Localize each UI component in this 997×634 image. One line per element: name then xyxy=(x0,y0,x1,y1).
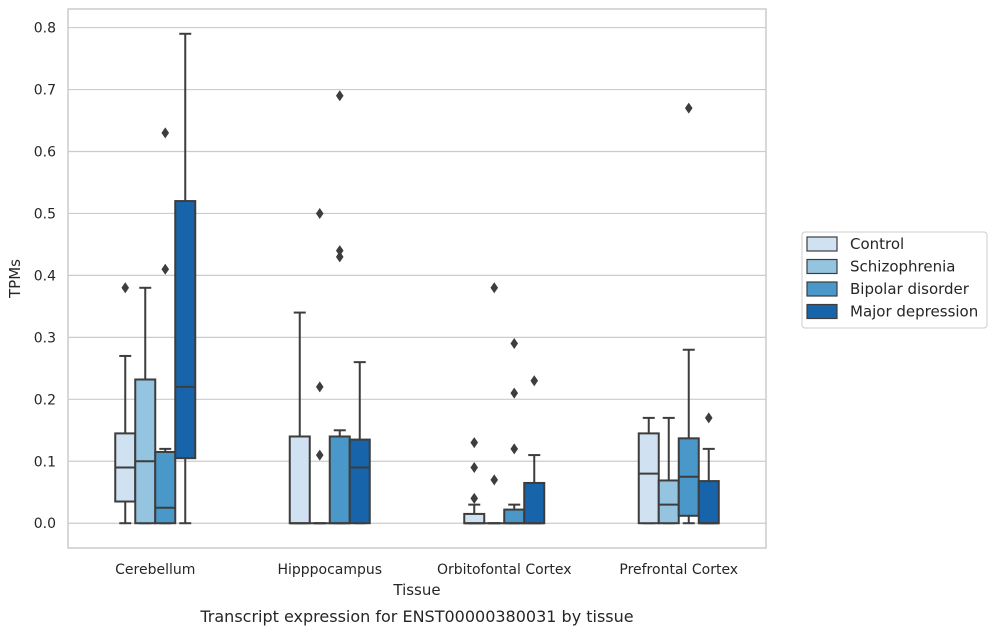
box-body xyxy=(523,481,546,525)
y-tick-label: 0.5 xyxy=(34,206,56,222)
legend-label: Control xyxy=(850,235,904,253)
box-body xyxy=(657,479,680,525)
box-major-depression xyxy=(697,412,720,525)
box-body xyxy=(134,378,157,525)
x-tick-label: Hipppocampus xyxy=(277,562,382,578)
box-schizophrenia xyxy=(657,416,680,525)
legend-label: Schizophrenia xyxy=(850,258,955,276)
outlier-point xyxy=(470,461,479,473)
x-tick-label: Prefrontal Cortex xyxy=(619,562,738,578)
boxes-layer xyxy=(114,32,720,525)
y-axis-title: TPMs xyxy=(6,259,24,299)
box-schizophrenia xyxy=(484,282,505,525)
x-tick-label: Cerebellum xyxy=(115,562,195,578)
y-tick-label: 0.0 xyxy=(34,516,56,532)
outlier-point xyxy=(490,282,499,294)
box-schizophrenia xyxy=(134,286,157,525)
grid-lines xyxy=(68,26,766,524)
box-body xyxy=(697,480,720,525)
plot-frame xyxy=(67,8,767,549)
outlier-point xyxy=(510,338,519,350)
legend-swatch xyxy=(806,258,838,275)
outlier-point xyxy=(121,282,130,294)
outlier-point xyxy=(335,90,344,102)
outlier-point xyxy=(470,437,479,449)
y-tick-label: 0.1 xyxy=(34,454,56,470)
box-schizophrenia xyxy=(309,207,330,525)
box-body xyxy=(174,200,197,460)
x-tick-labels: Cerebellum Hipppocampus Orbitofontal Corte… xyxy=(115,562,738,578)
y-tick-label: 0.2 xyxy=(34,392,56,408)
box-control xyxy=(288,311,311,525)
box-bipolar-disorder xyxy=(154,127,177,525)
y-tick-label: 0.3 xyxy=(34,330,56,346)
outlier-point xyxy=(335,251,344,263)
legend-swatch xyxy=(806,281,838,297)
outlier-point xyxy=(470,492,479,504)
outlier-point xyxy=(161,263,170,275)
box-bipolar-disorder xyxy=(328,90,351,525)
box-bipolar-disorder xyxy=(503,338,526,525)
outlier-point xyxy=(530,375,539,387)
x-axis-title: Tissue xyxy=(392,581,440,599)
outlier-point xyxy=(315,381,324,393)
box-body xyxy=(154,450,177,525)
x-tick-label: Orbitofontal Cortex xyxy=(437,562,572,578)
box-body xyxy=(328,435,351,525)
box-control xyxy=(637,416,660,525)
box-major-depression xyxy=(174,32,197,525)
outlier-point xyxy=(510,387,519,399)
outlier-point xyxy=(161,127,170,139)
box-control xyxy=(114,282,137,525)
box-body xyxy=(463,512,486,525)
outlier-point xyxy=(490,474,499,486)
y-tick-label: 0.6 xyxy=(34,144,56,160)
outlier-point xyxy=(315,207,324,219)
y-tick-label: 0.7 xyxy=(34,83,56,99)
box-body xyxy=(503,508,526,525)
y-tick-label: 0.8 xyxy=(34,21,56,37)
y-tick-label: 0.4 xyxy=(34,268,56,284)
legend-frame xyxy=(801,231,988,329)
outlier-point xyxy=(510,443,519,455)
box-major-depression xyxy=(348,361,371,525)
box-body xyxy=(348,438,371,525)
box-control xyxy=(463,437,486,525)
outlier-point xyxy=(335,245,344,257)
chart-caption: Transcript expression for ENST0000038003… xyxy=(199,607,633,626)
legend: Control Schizophrenia Bipolar disorder Majo… xyxy=(801,231,988,329)
legend-swatch xyxy=(806,236,838,252)
box-major-depression xyxy=(523,375,546,525)
box-bipolar-disorder xyxy=(677,102,700,525)
legend-label: Major depression xyxy=(850,303,978,321)
box-body xyxy=(288,435,311,525)
y-tick-labels: 0.0 0.1 0.2 0.3 0.4 0.5 0.6 0.7 0.8 xyxy=(34,21,56,533)
box-body xyxy=(637,432,660,525)
legend-swatch xyxy=(806,303,838,320)
legend-label: Bipolar disorder xyxy=(850,280,970,298)
outlier-point xyxy=(315,449,324,461)
outlier-point xyxy=(704,412,713,424)
outlier-point xyxy=(684,102,693,114)
